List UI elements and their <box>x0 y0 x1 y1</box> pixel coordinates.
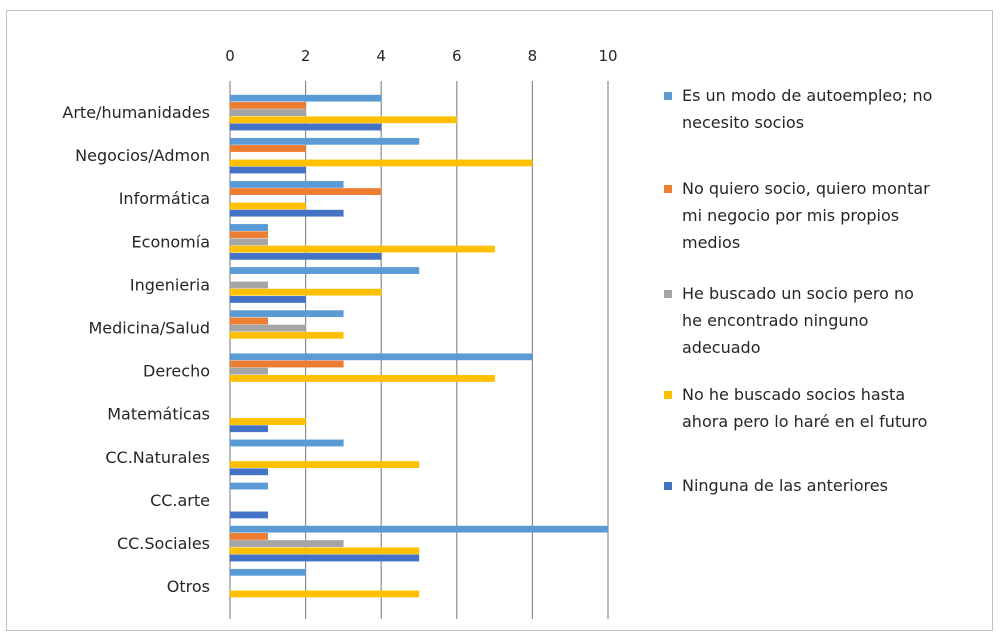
bar <box>229 317 268 325</box>
category-label: CC.Sociales <box>117 534 210 553</box>
bar <box>229 288 382 296</box>
bar <box>229 310 344 318</box>
bar <box>229 109 306 117</box>
axes: 0 2 4 6 8 10 Arte/humanidades Negocios/Admon Inf… <box>62 47 617 596</box>
category-label: Otros <box>167 577 210 596</box>
legend-swatch <box>664 185 672 193</box>
legend-label: Es un modo de autoempleo; no <box>682 86 932 105</box>
bar <box>229 525 609 533</box>
x-tick-label: 10 <box>598 47 617 65</box>
category-label: CC.Naturales <box>105 448 210 467</box>
bar <box>229 375 495 382</box>
bar <box>229 94 382 102</box>
legend-label: ahora pero lo haré en el futuro <box>682 412 927 431</box>
legend-label: adecuado <box>682 338 761 357</box>
legend-swatch <box>664 391 672 399</box>
category-label: Derecho <box>143 362 210 381</box>
x-tick-label: 8 <box>528 47 538 65</box>
bar <box>229 252 382 260</box>
bar <box>229 554 420 562</box>
category-label: Informática <box>119 189 210 208</box>
bar <box>229 511 268 519</box>
x-tick-label: 6 <box>452 47 462 65</box>
legend-label: mi negocio por mis propios <box>682 206 899 225</box>
bar <box>229 116 458 124</box>
bar <box>229 331 344 339</box>
legend-swatch <box>664 290 672 298</box>
bar-chart: 0 2 4 6 8 10 Arte/humanidades Negocios/Admon Inf… <box>62 47 932 619</box>
bar <box>229 145 306 152</box>
bar <box>229 482 268 490</box>
x-tick-label: 4 <box>376 47 386 65</box>
bar <box>229 209 344 217</box>
chart-frame: 0 2 4 6 8 10 Arte/humanidades Negocios/Admon Inf… <box>6 10 993 631</box>
category-label: CC.arte <box>150 491 210 510</box>
bar <box>229 159 533 167</box>
bar <box>229 439 344 447</box>
bar <box>229 533 268 540</box>
bar <box>229 238 268 246</box>
legend-label: No he buscado socios hasta <box>682 385 905 404</box>
legend: Es un modo de autoempleo; no necesito soc… <box>664 86 932 495</box>
bar <box>229 547 420 555</box>
legend-label: Ninguna de las anteriores <box>682 476 888 495</box>
bar <box>229 461 420 468</box>
legend-swatch <box>664 92 672 100</box>
bar <box>229 123 382 131</box>
bar <box>229 137 420 145</box>
bar <box>229 353 533 361</box>
category-label: Matemáticas <box>107 405 210 424</box>
bar <box>229 360 344 368</box>
bar <box>229 418 306 425</box>
bar <box>229 245 495 253</box>
x-tick-label: 2 <box>301 47 311 65</box>
bar <box>229 568 306 576</box>
bar <box>229 180 344 188</box>
bar <box>229 231 268 239</box>
bar <box>229 540 344 548</box>
bar <box>229 425 268 433</box>
bar <box>229 224 268 231</box>
bars <box>229 94 609 598</box>
bar <box>229 188 382 195</box>
bar <box>229 267 420 274</box>
bar <box>229 202 306 210</box>
category-label: Arte/humanidades <box>62 103 210 122</box>
category-label: Economía <box>132 232 210 251</box>
legend-swatch <box>664 482 672 490</box>
bar <box>229 324 306 332</box>
category-label: Medicina/Salud <box>88 319 210 338</box>
bar <box>229 101 306 109</box>
bar <box>229 166 306 174</box>
bar <box>229 590 420 598</box>
legend-label: he encontrado ninguno <box>682 311 868 330</box>
legend-label: He buscado un socio pero no <box>682 284 914 303</box>
legend-label: necesito socios <box>682 113 804 132</box>
bar <box>229 281 268 289</box>
category-label: Ingenieria <box>130 275 210 294</box>
bar <box>229 468 268 476</box>
legend-label: No quiero socio, quiero montar <box>682 179 930 198</box>
x-tick-label: 0 <box>225 47 235 65</box>
legend-label: medios <box>682 233 740 252</box>
bar <box>229 296 306 303</box>
category-label: Negocios/Admon <box>75 146 210 165</box>
bar <box>229 367 268 375</box>
